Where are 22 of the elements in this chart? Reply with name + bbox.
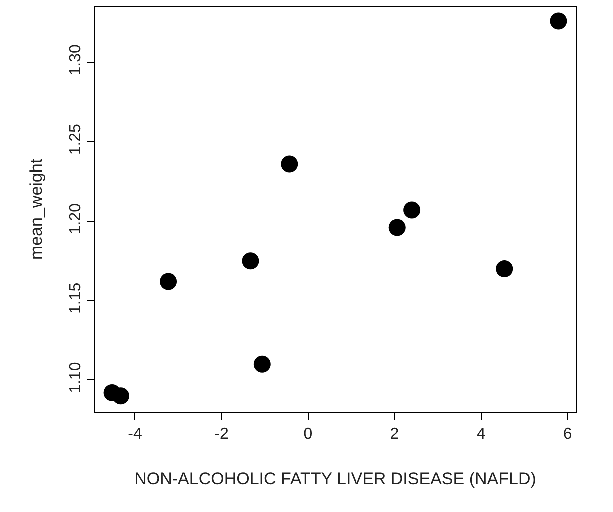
- point: [242, 252, 260, 270]
- x-axis-title: NON-ALCOHOLIC FATTY LIVER DISEASE (NAFLD): [134, 470, 536, 489]
- x-tick-label: 6: [563, 426, 572, 444]
- y-tick-label: 1.10: [68, 362, 85, 394]
- point: [404, 202, 421, 219]
- y-tick-label: 1.25: [68, 124, 85, 156]
- y-tick-label: 1.15: [68, 282, 85, 314]
- point: [254, 356, 271, 373]
- x-tick-label: 0: [304, 426, 313, 444]
- point: [112, 388, 130, 405]
- y-axis-title: mean_weight: [27, 158, 46, 260]
- y-tick-label: 1.30: [68, 44, 85, 76]
- x-tick-label: -4: [128, 426, 142, 444]
- point: [281, 156, 298, 173]
- point: [160, 273, 178, 290]
- x-tick-label: 2: [390, 426, 400, 444]
- x-tick-label: 4: [476, 426, 486, 444]
- point: [550, 12, 568, 30]
- point: [496, 260, 514, 278]
- y-tick-label: 1.20: [68, 203, 85, 235]
- x-tick-label: -2: [214, 426, 229, 444]
- point: [388, 219, 406, 236]
